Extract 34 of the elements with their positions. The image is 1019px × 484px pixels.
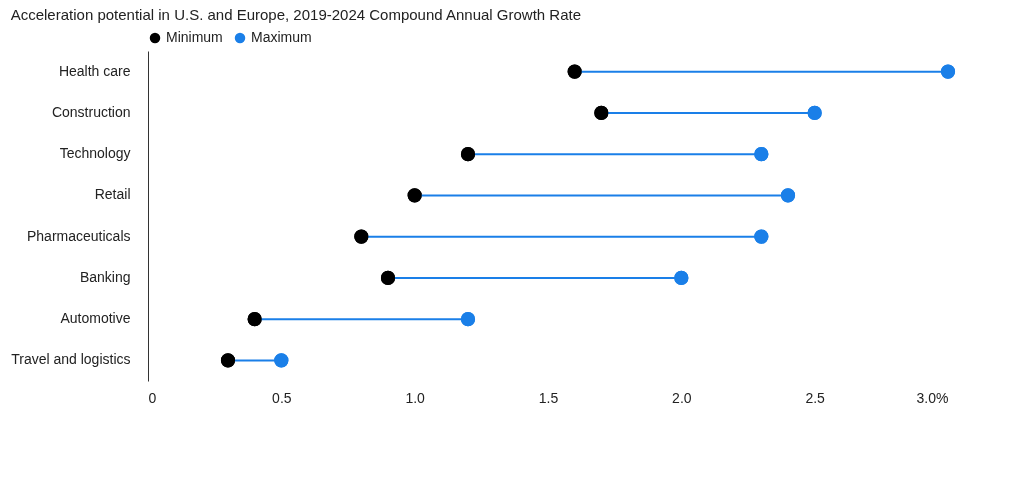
x-tick-label: 3.0% xyxy=(916,389,949,406)
legend-label: Maximum xyxy=(251,29,312,45)
y-tick-label: Construction xyxy=(51,103,131,120)
y-tick-label: Automotive xyxy=(60,310,131,327)
point xyxy=(674,270,689,285)
point xyxy=(354,229,369,244)
point xyxy=(567,64,582,79)
legend-label: Minimum xyxy=(166,29,223,45)
point xyxy=(220,353,236,368)
x-tick-label: 2.0 xyxy=(672,389,692,406)
y-tick-label: Technology xyxy=(59,145,131,162)
y-tick-label: Health care xyxy=(58,62,131,79)
x-tick-label: 1.5 xyxy=(538,389,559,406)
point xyxy=(754,229,769,244)
x-tick-label: 0.5 xyxy=(272,389,292,406)
y-tick-label: Banking xyxy=(79,268,131,285)
x-tick-label: 2.5 xyxy=(805,389,826,406)
point xyxy=(460,312,476,327)
x-tick-label: 0 xyxy=(148,389,157,406)
point xyxy=(274,353,289,368)
point xyxy=(247,312,262,327)
x-tick-label: 1.0 xyxy=(405,389,426,406)
y-tick-label: Retail xyxy=(94,186,131,203)
point xyxy=(407,188,422,203)
y-tick-label: Travel and logistics xyxy=(11,351,131,368)
point xyxy=(754,147,769,162)
y-tick-label: Pharmaceuticals xyxy=(27,227,131,244)
chart-title: Acceleration potential in U.S. and Europe, 2019-2024 Compound Annual Growth Rate xyxy=(10,6,582,23)
point xyxy=(380,270,396,285)
point xyxy=(807,105,822,120)
point xyxy=(460,147,476,162)
point xyxy=(780,188,796,203)
point xyxy=(940,64,956,79)
point xyxy=(594,105,609,120)
